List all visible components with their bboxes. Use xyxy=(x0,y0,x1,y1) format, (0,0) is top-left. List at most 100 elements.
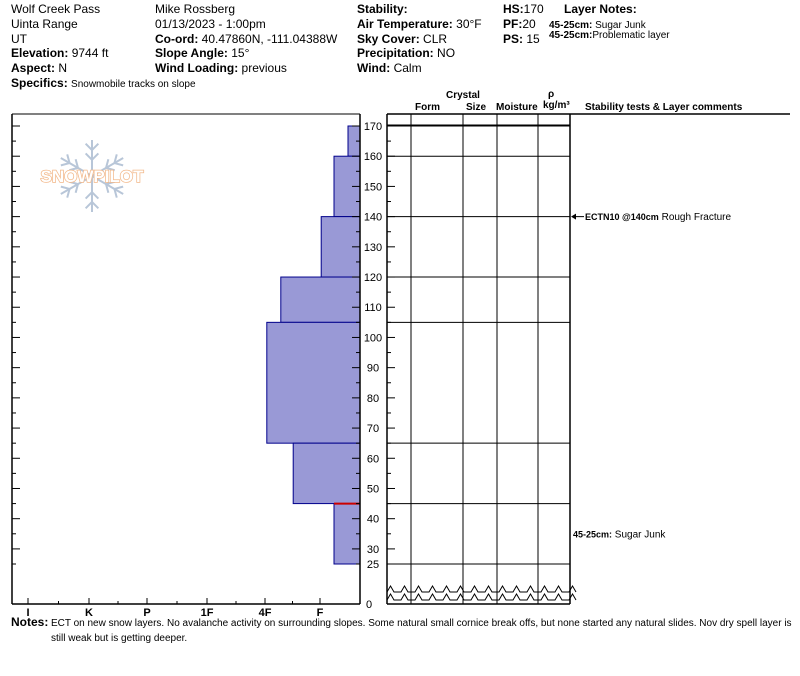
wind-loading-value: previous xyxy=(241,61,287,75)
hs-row: HS:170 xyxy=(503,2,544,16)
comment-text: Sugar Junk xyxy=(612,529,666,540)
comment-depth: 45-25cm: xyxy=(573,529,612,539)
layer-note-1-depth: 45-25cm: xyxy=(549,20,593,31)
snowflake-icon xyxy=(60,140,124,212)
depth-tick-label: 25 xyxy=(367,559,379,571)
precip-label: Precipitation: xyxy=(357,46,434,60)
hardness-label-K: K xyxy=(85,607,93,619)
depth-tick-label: 130 xyxy=(364,242,382,254)
pf-value: 20 xyxy=(522,17,536,31)
hardness-label-P: P xyxy=(143,607,150,619)
air-temp-row: Air Temperature: 30°F xyxy=(357,17,482,31)
sky-value: CLR xyxy=(423,32,448,46)
depth-tick-label: 160 xyxy=(364,151,382,163)
depth-tick-label: 140 xyxy=(364,212,382,224)
depth-tick-label: 150 xyxy=(364,181,382,193)
depth-tick-label: 170 xyxy=(364,121,382,133)
datetime: 01/13/2023 - 1:00pm xyxy=(155,17,266,31)
col-form: Form xyxy=(415,102,440,113)
depth-tick-label: 60 xyxy=(367,453,379,465)
hardness-label-4F: 4F xyxy=(259,607,272,619)
layer-note-1: 45-25cm: Sugar Junk xyxy=(549,19,646,33)
hs-value: 170 xyxy=(523,2,544,16)
hardness-bar-4 xyxy=(280,276,361,323)
hardness-label-I: I xyxy=(26,607,29,619)
stability-comment-1: ECTN10 @140cm Rough Fracture xyxy=(585,212,732,223)
col-rho: ρ xyxy=(548,89,555,100)
notes-text: ECT on new snow layers. No avalanche act… xyxy=(51,618,792,644)
logo-text: SNOWPILOT xyxy=(41,167,145,186)
range-name: Uinta Range xyxy=(11,17,78,31)
depth-axis: 25 30 40 50 60 70 80 90 100 110 120 130 140 150 160 170… xyxy=(12,121,395,611)
air-temp-value: 30°F xyxy=(456,17,482,31)
comment-depth: ECTN10 @140cm xyxy=(585,212,659,222)
layer-note-2-depth: 45-25cm: xyxy=(549,30,593,41)
aspect-row: Aspect: N xyxy=(11,61,67,75)
sky-label: Sky Cover: xyxy=(357,32,420,46)
coord-row: Co-ord: 40.47860N, -111.04388W xyxy=(155,32,337,46)
coord-value: 40.47860N, -111.04388W xyxy=(201,32,338,46)
depth-tick-label: 50 xyxy=(367,483,379,495)
wind-loading-label: Wind Loading: xyxy=(155,61,239,75)
location-name: Wolf Creek Pass xyxy=(11,2,101,16)
stability-label: Stability: xyxy=(357,2,408,16)
specifics-label: Specifics: xyxy=(11,76,68,90)
hardness-axis: I K P 1F 4F F xyxy=(26,598,324,619)
slope-value: 15° xyxy=(231,46,250,60)
depth-tick-label: 70 xyxy=(367,423,379,435)
aspect-label: Aspect: xyxy=(11,61,56,75)
elevation-row: Elevation: 9744 ft xyxy=(11,46,108,60)
specifics-row: Specifics: Snowmobile tracks on slope xyxy=(11,76,196,92)
ps-label: PS: xyxy=(503,32,524,46)
col-size: Size xyxy=(466,102,487,113)
col-moisture: Moisture xyxy=(496,102,538,113)
profile-grid xyxy=(11,113,790,605)
wind-value: Calm xyxy=(393,61,422,75)
specifics-value: Snowmobile tracks on slope xyxy=(71,79,196,90)
wind-label: Wind: xyxy=(357,61,391,75)
hardness-bars xyxy=(266,125,361,565)
depth-zero-label: 0 xyxy=(366,599,372,611)
elevation-label: Elevation: xyxy=(11,46,69,60)
depth-tick-label: 110 xyxy=(364,302,382,314)
depth-tick-label: 40 xyxy=(367,514,379,526)
hs-label: HS: xyxy=(503,2,524,16)
sky-row: Sky Cover: CLR xyxy=(357,32,447,46)
col-density-unit: kg/m³ xyxy=(543,100,570,111)
coord-label: Co-ord: xyxy=(155,32,199,46)
aspect-value: N xyxy=(58,61,68,75)
layer-note-1-text: Sugar Junk xyxy=(595,20,646,31)
depth-break-line-1 xyxy=(386,585,577,593)
layer-note-2: 45-25cm:Problematic layer xyxy=(549,29,670,43)
notes-label: Notes: xyxy=(11,615,49,629)
depth-tick-label: 90 xyxy=(367,363,379,375)
arrowhead-icon xyxy=(571,213,576,220)
depth-tick-label: 30 xyxy=(367,544,379,556)
air-temp-label: Air Temperature: xyxy=(357,17,453,31)
layer-notes-title: Layer Notes: xyxy=(564,2,637,16)
pf-row: PF:20 xyxy=(503,17,536,31)
pf-label: PF: xyxy=(503,17,523,31)
col-stability: Stability tests & Layer comments xyxy=(585,102,743,113)
state-name: UT xyxy=(11,32,27,46)
ps-row: PS: 15 xyxy=(503,32,540,46)
depth-tick-label: 80 xyxy=(367,393,379,405)
observer-name: Mike Rossberg xyxy=(155,2,236,16)
col-crystal: Crystal xyxy=(446,90,480,101)
ps-value: 15 xyxy=(526,32,540,46)
stability-comment-2: 45-25cm: Sugar Junk xyxy=(573,529,666,540)
depth-tick-label: 100 xyxy=(364,332,382,344)
depth-tick-label: 120 xyxy=(364,272,382,284)
layer-note-2-text: Problematic layer xyxy=(592,30,670,41)
hardness-label-1F: 1F xyxy=(201,607,214,619)
precip-row: Precipitation: NO xyxy=(357,46,455,60)
slope-row: Slope Angle: 15° xyxy=(155,46,249,60)
comment-text: Rough Fracture xyxy=(659,212,732,223)
hardness-label-F: F xyxy=(317,607,324,619)
hardness-bar-5 xyxy=(266,321,361,444)
snowpilot-logo: SNOWPILOT xyxy=(40,140,145,212)
depth-break-line-2 xyxy=(386,593,577,601)
slope-label: Slope Angle: xyxy=(155,46,228,60)
wind-loading-row: Wind Loading: previous xyxy=(155,61,287,75)
